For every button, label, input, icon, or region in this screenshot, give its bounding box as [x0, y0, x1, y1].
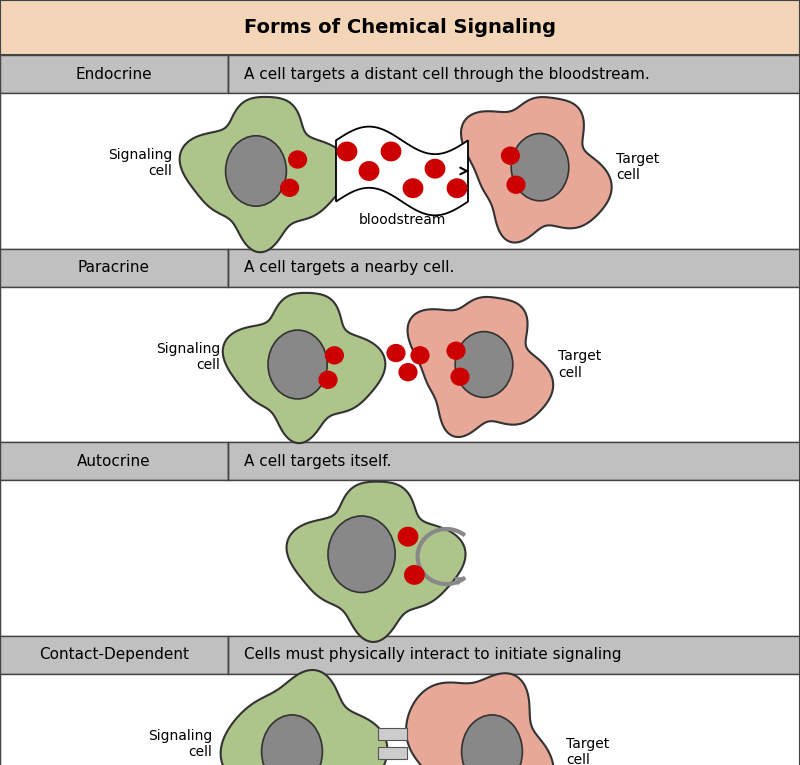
Circle shape: [506, 176, 526, 194]
Circle shape: [425, 159, 446, 179]
Text: Cells must physically interact to initiate signaling: Cells must physically interact to initia…: [244, 647, 622, 662]
Ellipse shape: [511, 134, 569, 201]
Bar: [228, 249, 800, 287]
Text: bloodstream: bloodstream: [358, 213, 446, 227]
Text: Target
cell: Target cell: [616, 152, 659, 182]
Ellipse shape: [462, 715, 522, 765]
Text: Forms of Chemical Signaling: Forms of Chemical Signaling: [244, 18, 556, 37]
Bar: [378, 747, 407, 759]
Text: A cell targets a distant cell through the bloodstream.: A cell targets a distant cell through th…: [244, 67, 650, 82]
Circle shape: [410, 346, 430, 365]
Text: Contact-Dependent: Contact-Dependent: [39, 647, 189, 662]
Text: Endocrine: Endocrine: [76, 67, 152, 82]
Circle shape: [325, 346, 344, 365]
Polygon shape: [407, 297, 553, 437]
Circle shape: [402, 178, 423, 198]
Text: A cell targets itself.: A cell targets itself.: [244, 454, 391, 469]
Text: Autocrine: Autocrine: [77, 454, 151, 469]
Circle shape: [398, 527, 418, 546]
Text: A cell targets a nearby cell.: A cell targets a nearby cell.: [244, 260, 454, 275]
Polygon shape: [221, 670, 387, 765]
Polygon shape: [180, 97, 349, 252]
Circle shape: [358, 161, 379, 181]
Text: Target
cell: Target cell: [566, 737, 610, 765]
Bar: [0, 287, 800, 442]
Bar: [0, 93, 800, 249]
Polygon shape: [222, 293, 386, 443]
Ellipse shape: [262, 715, 322, 765]
Text: Signaling
cell: Signaling cell: [156, 342, 220, 372]
Circle shape: [404, 565, 425, 585]
Bar: [228, 636, 800, 674]
Circle shape: [288, 151, 307, 169]
Bar: [228, 55, 800, 93]
Circle shape: [386, 344, 406, 363]
Text: Signaling
cell: Signaling cell: [148, 729, 212, 759]
Circle shape: [501, 147, 520, 165]
Bar: [0, 442, 228, 480]
Ellipse shape: [328, 516, 395, 593]
Circle shape: [450, 368, 470, 386]
Polygon shape: [461, 97, 612, 243]
Bar: [378, 728, 407, 741]
Circle shape: [280, 179, 299, 197]
Bar: [228, 442, 800, 480]
Bar: [0, 55, 228, 93]
Bar: [0, 674, 800, 765]
Bar: [0, 636, 228, 674]
Text: Paracrine: Paracrine: [78, 260, 150, 275]
Text: Target
cell: Target cell: [558, 350, 602, 379]
Polygon shape: [336, 127, 468, 215]
Ellipse shape: [226, 136, 286, 207]
Ellipse shape: [455, 332, 513, 398]
Polygon shape: [286, 482, 466, 642]
Circle shape: [446, 178, 467, 198]
Circle shape: [398, 363, 418, 382]
Bar: [0, 0, 800, 55]
Text: Signaling
cell: Signaling cell: [108, 148, 172, 178]
Circle shape: [381, 142, 402, 161]
Circle shape: [318, 371, 338, 389]
Bar: [0, 249, 228, 287]
Circle shape: [446, 341, 466, 360]
Polygon shape: [406, 673, 554, 765]
Bar: [0, 480, 800, 636]
Ellipse shape: [268, 330, 327, 399]
Circle shape: [337, 142, 358, 161]
